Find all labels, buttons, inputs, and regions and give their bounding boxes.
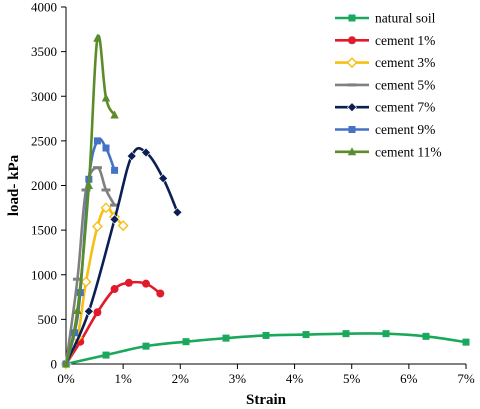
legend-item: cement 11%	[335, 144, 442, 159]
data-point	[92, 166, 102, 170]
data-point	[93, 137, 101, 145]
data-point	[142, 342, 150, 350]
legend-label: cement 1%	[375, 33, 435, 48]
y-axis-title: load- kPa	[6, 154, 22, 216]
legend-swatch-marker	[347, 102, 357, 113]
data-point	[110, 285, 119, 294]
data-point	[156, 289, 165, 298]
data-point	[61, 359, 71, 368]
y-tick-label: 2500	[31, 133, 57, 148]
data-point	[91, 221, 103, 233]
data-point	[158, 173, 169, 184]
legend-item: cement 3%	[335, 55, 435, 70]
x-tick-label: 2%	[172, 371, 190, 386]
x-tick-label: 1%	[114, 371, 132, 386]
data-point	[101, 93, 111, 102]
legend: natural soil cement 1% cement 3% cement 5% c…	[331, 6, 466, 169]
data-point	[124, 278, 133, 287]
x-tick-label: 6%	[400, 371, 418, 386]
data-point	[342, 330, 350, 338]
legend-item: cement 5%	[335, 77, 435, 92]
legend-swatch-marker	[348, 36, 356, 45]
data-point	[100, 202, 112, 214]
data-point	[102, 351, 110, 359]
data-point	[110, 110, 119, 119]
data-point	[172, 207, 183, 218]
legend-label: cement 5%	[375, 77, 435, 92]
legend-label: cement 9%	[375, 122, 435, 137]
data-point	[93, 308, 102, 317]
legend-swatch-marker	[347, 147, 357, 156]
legend-swatch-marker	[347, 83, 357, 87]
y-tick-label: 0	[51, 357, 58, 372]
data-point	[93, 33, 102, 42]
data-point	[111, 166, 119, 174]
series-natural-soil	[62, 330, 470, 368]
data-point	[81, 188, 91, 192]
data-point	[262, 331, 270, 339]
legend-swatch-marker	[348, 14, 356, 22]
data-point	[80, 276, 92, 288]
data-point	[126, 151, 137, 161]
y-tick-label: 1000	[31, 267, 57, 282]
legend-item: cement 9%	[335, 122, 435, 137]
data-point	[73, 305, 82, 314]
data-point	[109, 214, 120, 225]
y-tick-label: 3000	[31, 89, 57, 104]
x-axis-title: Strain	[246, 392, 287, 408]
data-point	[222, 334, 230, 342]
series-cement-11-	[61, 33, 119, 368]
data-point	[141, 147, 151, 158]
data-point	[84, 181, 94, 189]
legend-label: natural soil	[375, 11, 436, 26]
series-cement-1-	[62, 278, 165, 368]
series-layer	[60, 33, 470, 370]
data-point	[83, 306, 94, 317]
data-point	[110, 203, 120, 207]
legend-label: cement 11%	[375, 144, 442, 159]
x-tick-label: 7%	[457, 371, 475, 386]
y-tick-label: 3500	[31, 44, 57, 59]
axes: 0% 1% 2% 3% 4% 5% 6% 7% 0 500 1000 1500 2000 2500 3000…	[31, 0, 475, 386]
legend-item: natural soil	[335, 11, 436, 26]
data-point	[142, 279, 150, 288]
legend-swatch-marker	[346, 57, 358, 69]
data-point	[422, 332, 430, 340]
x-tick-label: 3%	[229, 371, 247, 386]
y-tick-label: 500	[38, 312, 58, 327]
y-tick-label: 2000	[31, 178, 57, 193]
legend-swatch-marker	[348, 126, 356, 133]
data-point	[462, 338, 470, 346]
x-tick-label: 4%	[286, 371, 304, 386]
legend-box	[331, 6, 466, 169]
data-point	[382, 330, 390, 338]
data-point	[117, 220, 129, 232]
x-tick-label: 5%	[343, 371, 361, 386]
y-tick-label: 4000	[31, 0, 57, 15]
legend-label: cement 7%	[375, 100, 435, 115]
legend-item: cement 7%	[335, 100, 435, 115]
data-point	[101, 188, 111, 192]
data-point	[182, 338, 190, 346]
x-tick-label: 0%	[57, 371, 75, 386]
data-point	[72, 277, 82, 281]
y-tick-label: 1500	[31, 223, 57, 238]
data-point	[302, 331, 310, 339]
data-point	[102, 144, 110, 152]
legend-item: cement 1%	[335, 33, 435, 48]
legend-label: cement 3%	[375, 55, 435, 70]
